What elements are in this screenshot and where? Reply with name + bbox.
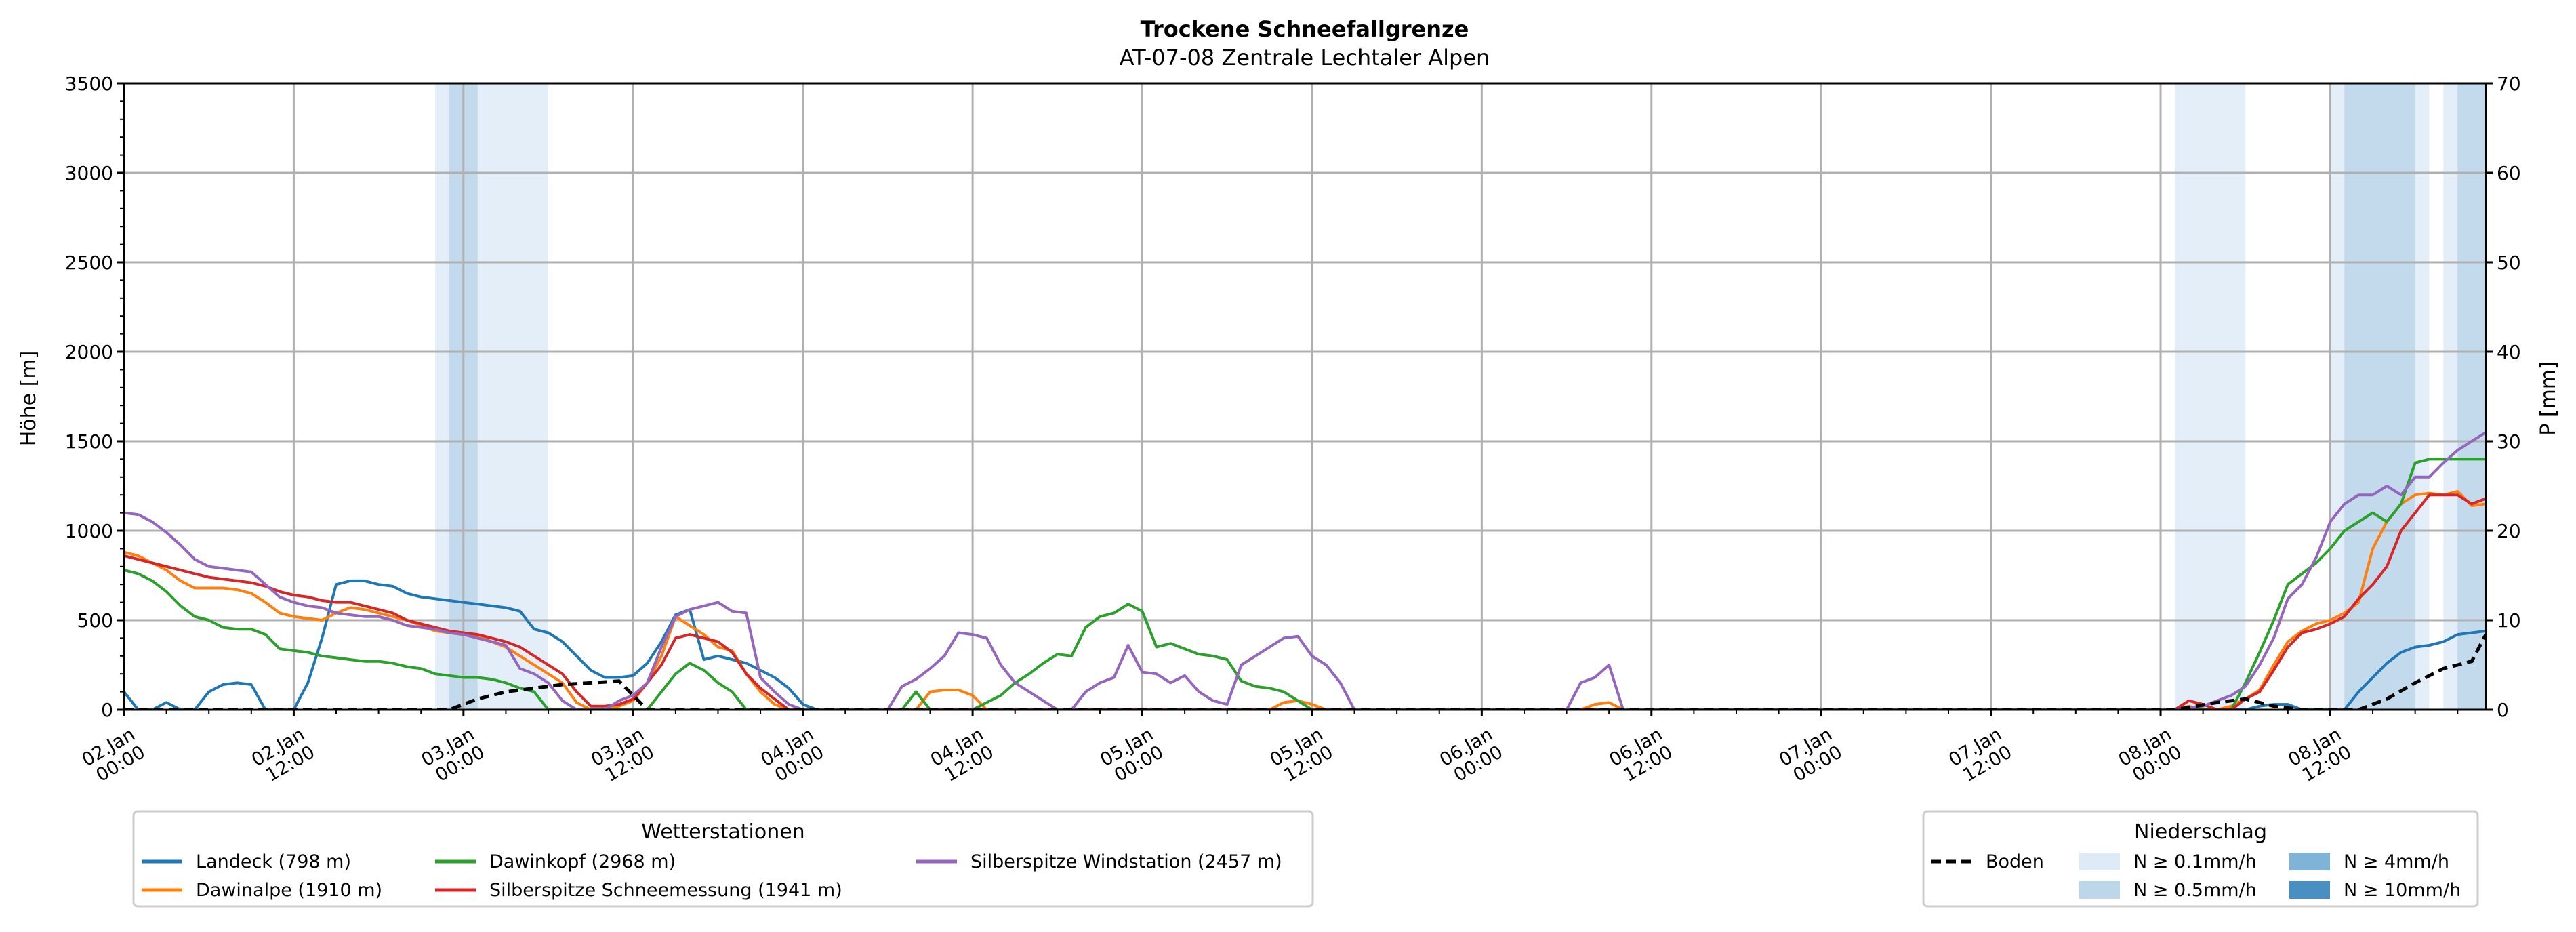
y2-tick-label: 10 — [2497, 609, 2521, 632]
y-tick-label: 0 — [101, 699, 113, 721]
x-tick-label: 07.Jan12:00 — [1945, 724, 2016, 788]
legend-label: Dawinalpe (1910 m) — [196, 880, 382, 901]
x-tick-label: 04.Jan12:00 — [927, 724, 998, 788]
x-tick-label: 08.Jan00:00 — [2115, 724, 2186, 788]
legend-title: Wetterstationen — [641, 820, 804, 844]
x-tick-label: 06.Jan12:00 — [1606, 724, 1677, 788]
y-tick-label: 500 — [77, 609, 113, 632]
y2-tick-label: 0 — [2497, 699, 2509, 721]
legend-swatch — [2289, 853, 2330, 870]
x-tick-label: 02.Jan00:00 — [79, 724, 149, 788]
y-tick-label: 2500 — [65, 251, 113, 274]
x-tick-label: 08.Jan12:00 — [2285, 724, 2355, 788]
y-tick-label: 1500 — [65, 430, 113, 453]
x-tick-label: 06.Jan00:00 — [1436, 724, 1507, 788]
x-tick-label: 07.Jan00:00 — [1776, 724, 1846, 788]
series-line — [124, 431, 2486, 710]
ground-line — [124, 633, 2486, 710]
legend-label: Boden — [1986, 851, 2044, 872]
legend-label: N ≥ 10mm/h — [2344, 880, 2461, 901]
y-tick-label: 3000 — [65, 162, 113, 184]
legend-frame — [1922, 810, 2479, 908]
y-tick-label: 2000 — [65, 341, 113, 363]
axes: 0 500 1000 1500 2000 2500 3000 3500 0 10 20 30 40 50 6… — [65, 73, 2521, 788]
series-line — [124, 489, 2486, 710]
legend-precip: Niederschlag Boden N ≥ 0.1mm/h N ≥ 0.5mm/h N… — [1922, 810, 2479, 908]
y2-axis-label: P [mm] — [2537, 361, 2560, 435]
legend-swatch — [2079, 881, 2120, 899]
y-axis-label: Höhe [m] — [17, 351, 41, 447]
x-tick-label: 05.Jan12:00 — [1267, 724, 1337, 788]
y2-tick-label: 50 — [2497, 251, 2521, 274]
precip-band — [2174, 83, 2246, 710]
series-line — [124, 579, 2486, 710]
y2-tick-label: 30 — [2497, 430, 2521, 453]
legend-stations: Wetterstationen Landeck (798 m) Dawinalpe … — [132, 810, 1314, 908]
legend-label: N ≥ 0.5mm/h — [2133, 880, 2257, 901]
y2-tick-label: 70 — [2497, 73, 2521, 95]
legend-swatch — [2079, 853, 2120, 870]
y2-tick-label: 40 — [2497, 341, 2521, 363]
legend-label: Silberspitze Windstation (2457 m) — [970, 851, 1282, 872]
legend-label: N ≥ 4mm/h — [2344, 851, 2449, 872]
y2-tick-label: 20 — [2497, 520, 2521, 542]
legend-label: Landeck (798 m) — [196, 851, 351, 872]
precip-band — [2457, 83, 2486, 710]
precip-band — [2344, 83, 2415, 710]
y2-tick-label: 60 — [2497, 162, 2521, 184]
legend-swatch — [2289, 881, 2330, 899]
x-tick-label: 05.Jan00:00 — [1097, 724, 1167, 788]
legend-title: Niederschlag — [2134, 820, 2267, 844]
y-tick-label: 3500 — [65, 73, 113, 95]
plot-frame — [123, 82, 2487, 711]
series-lines — [124, 431, 2486, 710]
series-line — [124, 493, 2486, 710]
x-tick-label: 04.Jan00:00 — [757, 724, 827, 788]
x-tick-label: 03.Jan12:00 — [588, 724, 658, 788]
legend-label: N ≥ 0.1mm/h — [2133, 851, 2257, 872]
legend-label: Silberspitze Schneemessung (1941 m) — [489, 880, 842, 901]
series-line — [124, 458, 2486, 710]
precip-bands — [435, 83, 2486, 710]
x-tick-label: 02.Jan12:00 — [248, 724, 319, 788]
x-tick-label: 03.Jan00:00 — [418, 724, 489, 788]
chart-subtitle: AT-07-08 Zentrale Lechtaler Alpen — [1120, 45, 1490, 70]
chart-title: Trockene Schneefallgrenze — [1141, 16, 1469, 42]
legend-frame — [132, 810, 1314, 908]
legend-label: Dawinkopf (2968 m) — [489, 851, 676, 872]
y-tick-label: 1000 — [65, 520, 113, 542]
